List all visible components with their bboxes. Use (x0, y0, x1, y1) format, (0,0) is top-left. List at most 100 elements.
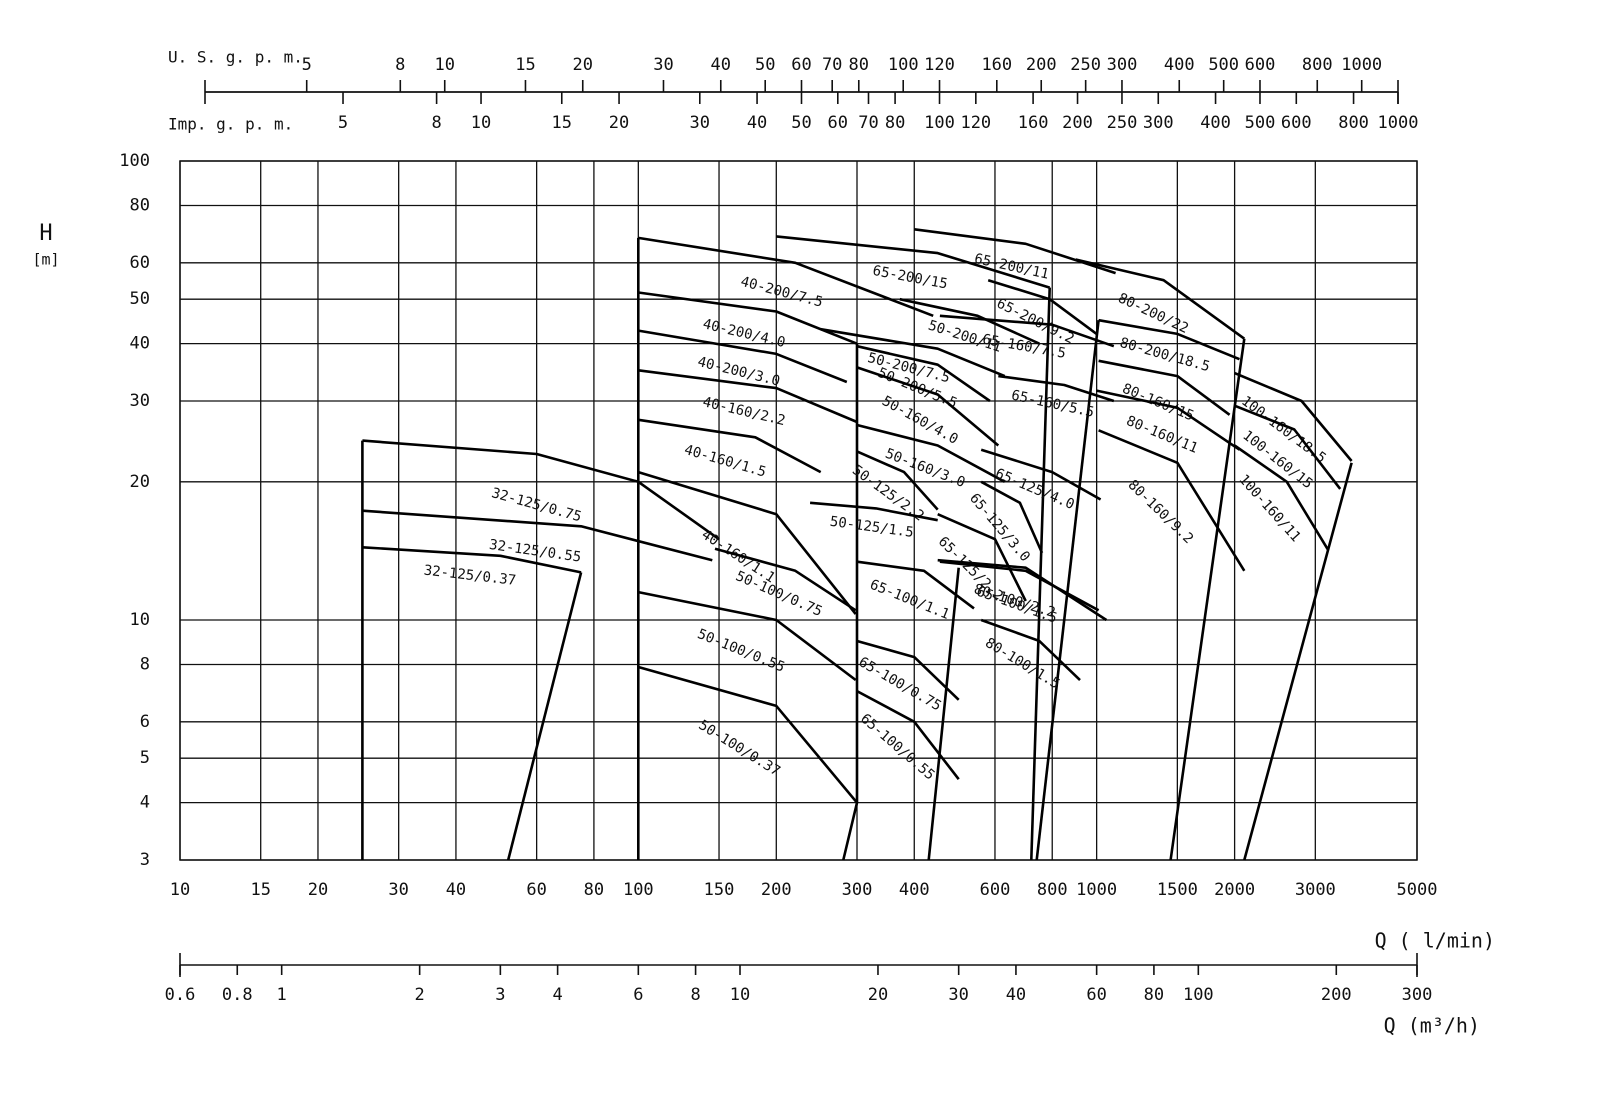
y-tick-label: 6 (140, 712, 150, 732)
secondary-tick-label: 0.6 (165, 985, 196, 1005)
pump-curve (980, 480, 1044, 554)
y-tick-label: 30 (130, 391, 150, 411)
secondary-tick-label: 0.8 (222, 985, 253, 1005)
secondary-tick-label: 40 (747, 113, 767, 133)
secondary-tick-label: 160 (981, 55, 1012, 75)
pump-curve (856, 423, 1006, 483)
pump-curve (638, 291, 858, 345)
secondary-tick-label: 40 (711, 55, 731, 75)
pump-curve (1098, 359, 1231, 416)
secondary-tick-label: 1000 (1378, 113, 1419, 133)
x-axis-title: Q ( l/min) (1375, 929, 1495, 953)
secondary-tick-label: 6 (633, 985, 643, 1005)
secondary-tick-label: 120 (924, 55, 955, 75)
y-tick-label: 8 (140, 654, 150, 674)
secondary-tick-label: 10 (471, 113, 491, 133)
y-axis-title: H (39, 221, 52, 246)
secondary-tick-label: 20 (573, 55, 593, 75)
secondary-tick-label: 40 (1006, 985, 1026, 1005)
x-tick-label: 1000 (1076, 880, 1117, 900)
y-tick-label: 100 (119, 151, 150, 171)
pump-curve (937, 513, 1027, 602)
y-tick-label: 40 (130, 334, 150, 354)
secondary-tick-label: 800 (1338, 113, 1369, 133)
pump-curve (1234, 404, 1342, 490)
pump-curve (638, 590, 857, 682)
pump-curve (856, 366, 1000, 447)
secondary-tick-label: 8 (431, 113, 441, 133)
pump-curve (637, 470, 857, 615)
pump-curve (638, 418, 822, 474)
secondary-tick-label: 100 (888, 55, 919, 75)
x-tick-label: 15 (250, 880, 270, 900)
operating-limit (1243, 462, 1353, 861)
secondary-tick-label: 250 (1070, 55, 1101, 75)
secondary-tick-label: 50 (791, 113, 811, 133)
secondary-tick-label: 500 (1245, 113, 1276, 133)
secondary-tick-label: 70 (822, 55, 842, 75)
pump-curve (856, 689, 960, 780)
x-tick-label: 100 (623, 880, 654, 900)
pump-curve (637, 665, 858, 804)
pump-curve (638, 236, 934, 318)
pump-curve (1096, 389, 1241, 451)
secondary-tick-label: 500 (1208, 55, 1239, 75)
x-tick-label: 10 (170, 880, 190, 900)
pump-curve (856, 639, 960, 701)
x-tick-label: 1500 (1157, 880, 1198, 900)
pump-curve (1098, 429, 1246, 572)
secondary-axis-title: Imp. g. p. m. (168, 115, 293, 134)
pump-curve (1234, 371, 1353, 462)
secondary-tick-label: 160 (1018, 113, 1049, 133)
secondary-tick-label: 8 (395, 55, 405, 75)
secondary-axis-title: U. S. g. p. m. (168, 48, 303, 67)
x-tick-label: 2000 (1214, 880, 1255, 900)
secondary-tick-label: 60 (828, 113, 848, 133)
pump-curve (980, 448, 1102, 501)
secondary-tick-label: 300 (1107, 55, 1138, 75)
secondary-tick-label: 20 (609, 113, 629, 133)
x-tick-label: 300 (842, 880, 873, 900)
y-tick-label: 3 (140, 850, 150, 870)
pump-curve (776, 235, 1051, 289)
pump-curve (987, 278, 1098, 335)
pump-curve (980, 618, 1081, 681)
secondary-tick-label: 80 (885, 113, 905, 133)
pump-curve (856, 344, 991, 403)
y-tick-label: 80 (130, 195, 150, 215)
y-tick-label: 4 (140, 793, 150, 813)
plot-frame (179, 160, 1418, 861)
secondary-tick-label: 30 (690, 113, 710, 133)
x-tick-label: 800 (1037, 880, 1068, 900)
secondary-tick-label: 60 (791, 55, 811, 75)
secondary-tick-label: 600 (1245, 55, 1276, 75)
secondary-tick-label: 30 (948, 985, 968, 1005)
secondary-tick-label: 50 (755, 55, 775, 75)
secondary-tick-label: 80 (849, 55, 869, 75)
pump-curve (1075, 258, 1246, 340)
secondary-tick-label: 300 (1402, 985, 1433, 1005)
secondary-axis-title: Q (m³/h) (1384, 1014, 1480, 1038)
pump-curve (809, 501, 938, 522)
x-tick-label: 400 (899, 880, 930, 900)
x-tick-label: 600 (980, 880, 1011, 900)
pump-curve (856, 450, 939, 511)
pump-curve (998, 374, 1115, 403)
y-tick-label: 60 (130, 253, 150, 273)
pump-curve (914, 228, 1117, 275)
y-tick-label: 50 (130, 289, 150, 309)
pump-curve (820, 327, 1006, 378)
secondary-tick-label: 250 (1107, 113, 1138, 133)
operating-limit (506, 572, 583, 861)
y-axis-unit: [m] (32, 251, 59, 269)
x-tick-label: 80 (584, 880, 604, 900)
y-tick-label: 10 (130, 610, 150, 630)
x-tick-label: 5000 (1397, 880, 1438, 900)
pump-curve (362, 509, 713, 562)
secondary-tick-label: 4 (552, 985, 562, 1005)
y-tick-label: 5 (140, 748, 150, 768)
secondary-tick-label: 10 (730, 985, 750, 1005)
secondary-tick-label: 200 (1321, 985, 1352, 1005)
secondary-tick-label: 120 (960, 113, 991, 133)
